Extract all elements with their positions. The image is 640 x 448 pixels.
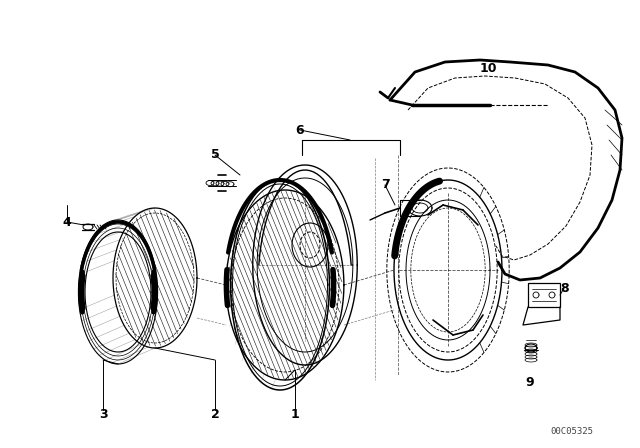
Text: 4: 4	[63, 215, 72, 228]
Text: 9: 9	[525, 375, 534, 388]
Text: 8: 8	[561, 281, 570, 294]
Text: 2: 2	[211, 409, 220, 422]
Text: 6: 6	[296, 124, 304, 137]
Text: 00C05325: 00C05325	[550, 427, 593, 436]
Text: 3: 3	[99, 409, 108, 422]
Text: 7: 7	[381, 178, 389, 191]
Text: 5: 5	[211, 148, 220, 161]
FancyBboxPatch shape	[528, 283, 560, 307]
Text: 1: 1	[291, 409, 300, 422]
Text: 10: 10	[479, 61, 497, 74]
